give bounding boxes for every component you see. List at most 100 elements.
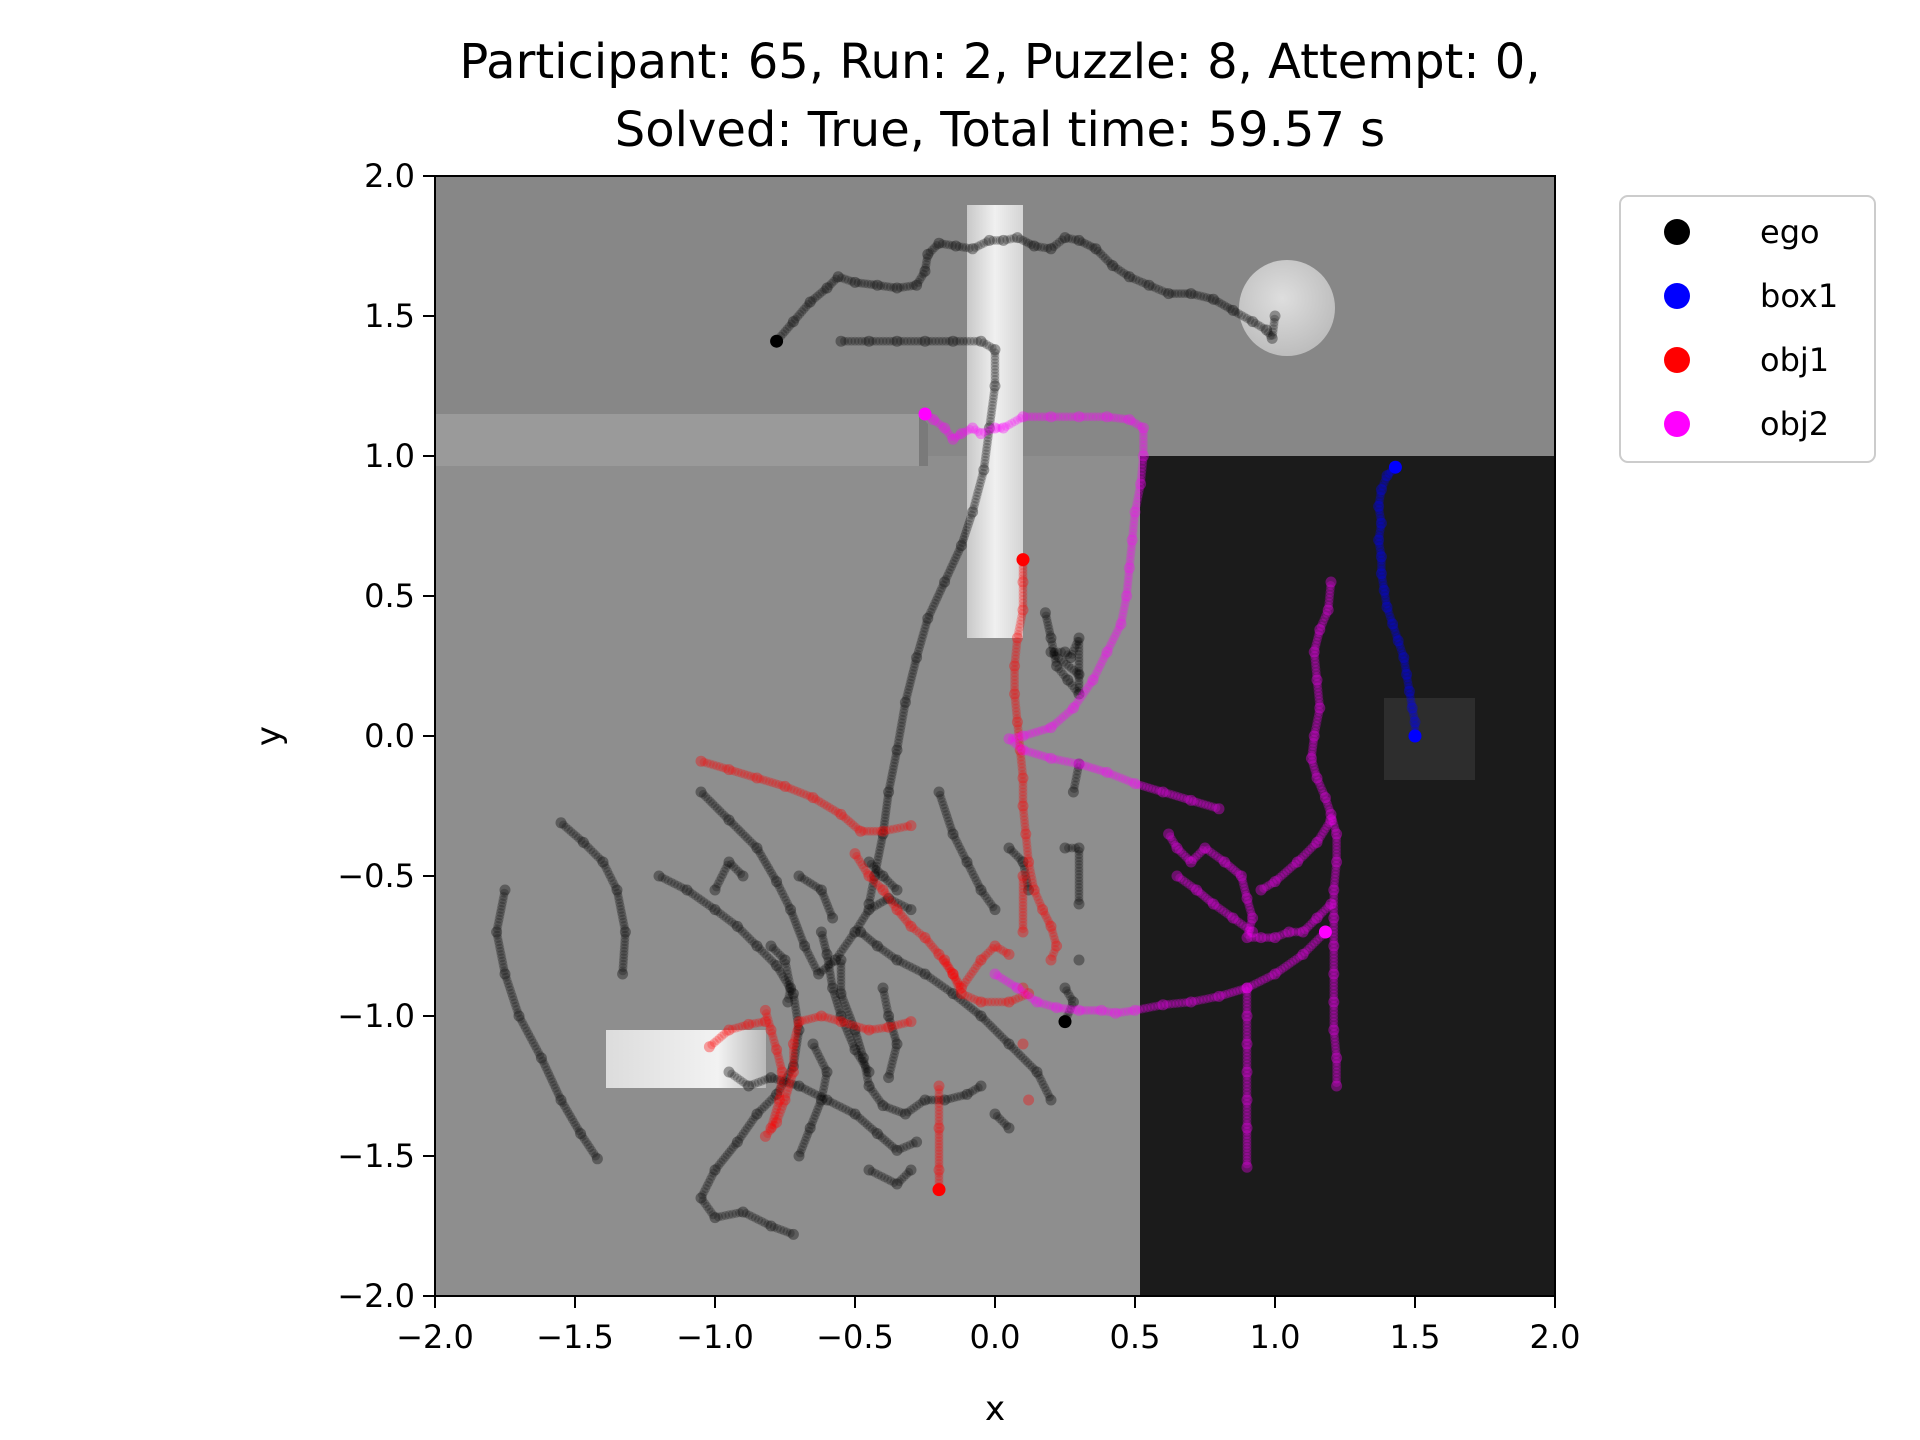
ego-trail-point <box>891 1036 901 1046</box>
ego-trail-point <box>517 1017 527 1027</box>
ego-point <box>871 940 883 952</box>
ego-point <box>1003 1122 1015 1134</box>
obj2-point <box>1328 912 1340 924</box>
ego-trail-point <box>810 963 820 973</box>
ego-point <box>499 884 511 896</box>
ego-trail-point <box>942 571 952 581</box>
ego-trail-point <box>1019 861 1029 870</box>
obj2-trail-point <box>1105 769 1115 779</box>
obj2-trail-point <box>1053 755 1063 765</box>
obj2-trail-point <box>1247 910 1257 920</box>
ego-trail-point <box>759 1102 769 1112</box>
ego-trail-point <box>815 289 825 299</box>
ego-trail-point <box>883 1008 893 1017</box>
ego-trail-point <box>726 1145 736 1155</box>
obj2-trail-point <box>1332 1060 1342 1070</box>
obj2-trail-point <box>1332 1064 1342 1073</box>
ego-trail-point <box>1073 636 1083 646</box>
ego-trail-point <box>1020 1055 1030 1065</box>
ego-trail-point <box>793 1018 803 1028</box>
ego-trail-point <box>811 1045 821 1055</box>
ego-trail-point <box>889 761 899 771</box>
obj1-trail-point <box>1012 714 1022 723</box>
obj2-trail-point <box>1029 995 1039 1005</box>
obj2-trail-point <box>1242 1085 1252 1094</box>
ego-trail-point <box>893 738 903 748</box>
obj2-point <box>1241 982 1253 994</box>
ego-point <box>939 1094 951 1106</box>
ego-trail-point <box>863 1074 873 1084</box>
ego-trail-point <box>954 841 964 851</box>
obj1-trail-point <box>1018 794 1028 804</box>
ego-trail-point <box>1056 667 1066 677</box>
obj2-trail-point <box>1071 1005 1081 1015</box>
ego-trail-point <box>870 868 880 878</box>
obj1-trail-point <box>1027 875 1037 884</box>
ego-trail-point <box>1234 309 1244 319</box>
obj2-trail-point <box>1129 514 1139 524</box>
ego-trail-point <box>724 1147 734 1157</box>
ego-trail-point <box>836 947 846 957</box>
obj2-trail-point <box>1178 875 1188 885</box>
obj2-point <box>1328 1024 1340 1036</box>
obj1-trail-point <box>934 1113 944 1122</box>
ego-trail-point <box>973 1083 983 1093</box>
obj2-point <box>1087 674 1099 686</box>
ego-point <box>695 786 707 798</box>
ego-trail-point <box>880 873 890 883</box>
ego-trail-point <box>1041 1086 1051 1096</box>
obj1-trail-point <box>900 914 910 924</box>
ego-trail-point <box>618 959 628 969</box>
ego-trail-point <box>806 1120 816 1130</box>
ego-trail-point <box>926 973 936 983</box>
ego-trail-point <box>900 901 910 911</box>
obj1-trail-point <box>861 865 870 875</box>
obj2-trail-point <box>1129 518 1139 527</box>
box1-trail-point <box>1376 562 1386 572</box>
obj2-trail-point <box>1107 638 1117 648</box>
ego-point <box>681 884 693 896</box>
ego-trail-point <box>887 768 897 778</box>
ego-trail-point <box>1068 646 1078 656</box>
ego-trail-point <box>1050 654 1060 664</box>
obj2-point <box>989 422 1001 434</box>
obj1-trail-point <box>1026 868 1036 877</box>
ego-trail-point <box>880 1173 890 1183</box>
ego-trail-point <box>733 824 743 834</box>
obj2-trail-point <box>1316 832 1325 842</box>
ego-trail-point <box>741 1209 751 1219</box>
obj2-trail-point <box>1061 1004 1071 1014</box>
obj2-trail-point <box>1282 866 1292 876</box>
obj1-trail-point <box>796 788 806 798</box>
obj2-trail-point <box>1245 903 1255 913</box>
ego-trail-point <box>878 826 888 836</box>
ego-point <box>911 279 923 291</box>
ego-trail-point <box>730 1071 740 1081</box>
obj1-trail-point <box>787 1073 797 1083</box>
ego-trail-point <box>773 963 783 973</box>
obj1-trail-point <box>764 1018 774 1028</box>
ego-trail-point <box>797 935 807 945</box>
obj2-trail-point <box>1183 794 1193 804</box>
ego-trail-point <box>973 336 982 346</box>
ego-point <box>891 1038 903 1050</box>
obj2-point <box>1031 996 1043 1008</box>
obj2-trail-point <box>1039 999 1049 1009</box>
ego-trail-point <box>867 885 877 895</box>
obj2-trail-point <box>1188 855 1198 865</box>
ego-trail-point <box>750 1079 760 1089</box>
ego-trail-point <box>860 1060 870 1070</box>
obj2-trail-point <box>1050 412 1059 422</box>
ego-trail-point <box>908 669 918 679</box>
obj2-trail-point <box>937 421 947 431</box>
ego-trail-point <box>960 528 970 538</box>
obj2-trail-point <box>1123 577 1133 587</box>
ego-trail-point <box>1176 289 1186 299</box>
obj1-trail-point <box>775 1092 785 1101</box>
obj2-point <box>1269 876 1281 888</box>
obj1-trail-point <box>934 1092 944 1101</box>
obj2-trail-point <box>1114 1008 1124 1018</box>
obj2-point <box>1121 590 1133 602</box>
obj2-trail-point <box>1290 859 1300 869</box>
ego-trail-point <box>530 1041 540 1051</box>
